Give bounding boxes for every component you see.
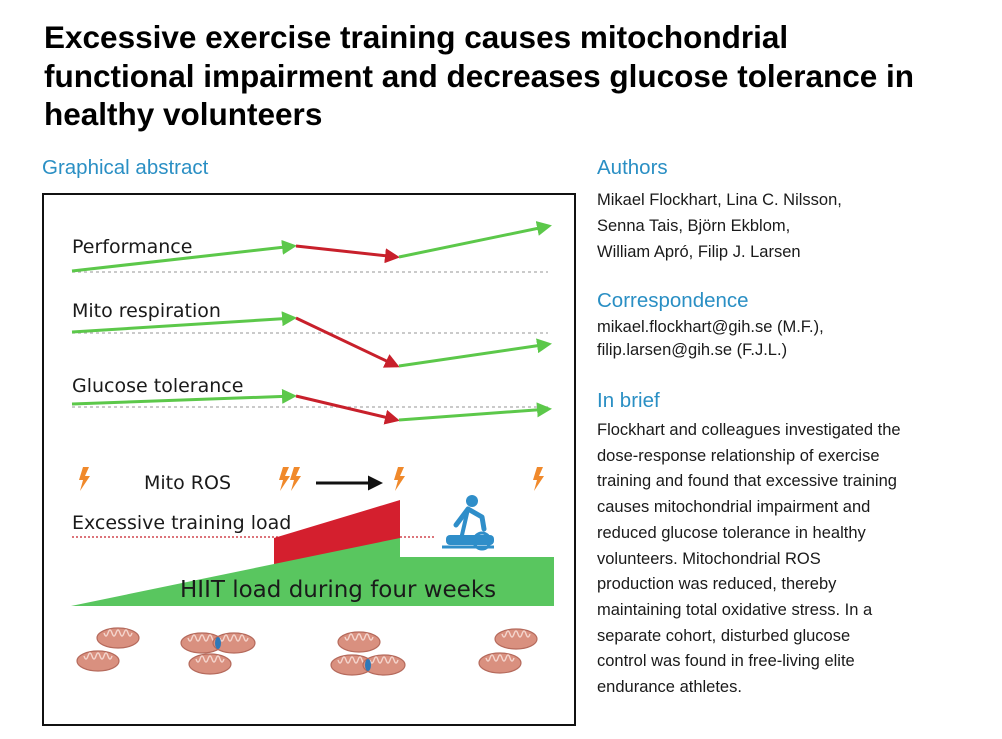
glucose-tolerance-decrease-arrow <box>295 394 400 425</box>
in-brief-line: Flockhart and colleagues investigated th… <box>597 421 901 439</box>
mito-respiration-recovery-arrow <box>398 338 552 368</box>
author-line: William Apró, Filip J. Larsen <box>597 243 801 261</box>
in-brief-line: training and found that excessive traini… <box>597 472 897 491</box>
hiit-load-label: HIIT load during four weeks <box>180 577 496 603</box>
glucose-tolerance-increase-arrow <box>71 388 297 406</box>
graphical-abstract-figure: Performance Mito respiration Glucose tol… <box>42 193 576 726</box>
cyclist-icon <box>442 495 494 551</box>
mitochondria-icon <box>330 631 406 676</box>
lightning-icon <box>290 467 301 491</box>
performance-increase-arrow <box>71 239 297 273</box>
in-brief-line: control was found in free-living elite <box>597 652 855 671</box>
in-brief-line: production was reduced, thereby <box>597 575 837 594</box>
lightning-icon <box>279 467 290 491</box>
correspondence-email[interactable]: mikael.flockhart@gih.se (M.F.), <box>597 318 824 336</box>
mito-respiration-increase-arrow <box>71 311 297 334</box>
mitochondria-icon <box>76 627 140 672</box>
mitochondria-icon <box>478 628 538 674</box>
hiit-load-region <box>71 538 554 606</box>
in-brief-line: causes mitochondrial impairment and <box>597 498 871 517</box>
correspondence-heading: Correspondence <box>597 289 749 312</box>
mitochondria-icon <box>180 632 256 675</box>
mito-respiration-decrease-arrow <box>295 316 400 368</box>
correspondence-list: mikael.flockhart@gih.se (M.F.), filip.la… <box>597 316 824 362</box>
correspondence-email[interactable]: filip.larsen@gih.se (F.J.L.) <box>597 341 788 359</box>
in-brief-line: reduced glucose tolerance in healthy <box>597 523 866 542</box>
graphical-abstract-heading: Graphical abstract <box>42 156 209 179</box>
in-brief-line: endurance athletes. <box>597 678 742 697</box>
in-brief-text: Flockhart and colleagues investigated th… <box>597 418 949 701</box>
glucose-tolerance-label: Glucose tolerance <box>72 375 243 397</box>
lightning-icon <box>533 467 544 491</box>
excessive-load-label: Excessive training load <box>72 512 291 534</box>
lightning-icon <box>79 467 90 491</box>
authors-heading: Authors <box>597 156 668 179</box>
in-brief-line: separate cohort, disturbed glucose <box>597 626 851 645</box>
glucose-tolerance-recovery-arrow <box>398 402 552 422</box>
author-line: Senna Tais, Björn Ekblom, <box>597 217 791 235</box>
performance-decrease-arrow <box>295 244 400 264</box>
in-brief-heading: In brief <box>597 389 660 412</box>
in-brief-line: maintaining total oxidative stress. In a <box>597 600 873 619</box>
performance-label: Performance <box>72 236 192 258</box>
in-brief-line: volunteers. Mitochondrial ROS <box>597 549 821 568</box>
lightning-icon <box>394 467 405 491</box>
in-brief-line: dose-response relationship of exercise <box>597 446 880 465</box>
author-line: Mikael Flockhart, Lina C. Nilsson, <box>597 191 842 209</box>
mito-respiration-label: Mito respiration <box>72 300 221 322</box>
authors-list: Mikael Flockhart, Lina C. Nilsson, Senna… <box>597 187 842 265</box>
paper-title: Excessive exercise training causes mitoc… <box>44 19 915 132</box>
performance-recovery-arrow <box>398 221 552 259</box>
mito-ros-label: Mito ROS <box>144 472 231 494</box>
